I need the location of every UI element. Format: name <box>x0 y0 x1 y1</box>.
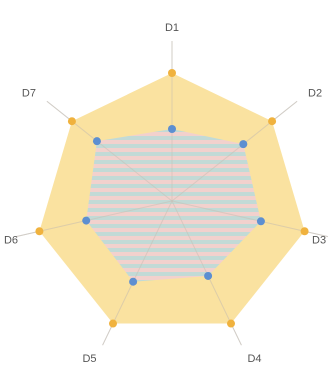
series-1-point-d2 <box>268 117 277 126</box>
series-2-point-d4 <box>204 271 213 280</box>
axis-spoke-overlay-d7 <box>46 100 173 202</box>
axis-label-d1: D1 <box>165 22 179 34</box>
series-2-point-d3 <box>256 217 265 226</box>
axis-label-d5: D5 <box>82 353 96 365</box>
axis-label-d2: D2 <box>308 88 322 100</box>
series-2-point-d5 <box>129 277 138 286</box>
series-1-point-d6 <box>35 227 44 236</box>
series-2-point-d6 <box>82 216 91 225</box>
series-1-point-d7 <box>67 117 76 126</box>
series-2-point-d1 <box>168 125 176 133</box>
radar-axis-labels: D1 D2 D3 D4 D5 D6 D7 <box>4 22 326 365</box>
axis-label-d7: D7 <box>22 88 36 100</box>
series-2-point-d2 <box>239 140 248 149</box>
series-1-point-d3 <box>300 227 309 236</box>
series-2-point-d7 <box>92 137 101 146</box>
axis-label-d6: D6 <box>4 235 18 247</box>
series-1-point-d4 <box>227 319 236 328</box>
axis-label-d4: D4 <box>247 353 261 365</box>
axis-spoke-overlay-d2 <box>171 100 298 202</box>
series-1-point-d1 <box>168 69 176 77</box>
radar-series <box>15 41 329 346</box>
axis-label-d3: D3 <box>312 235 326 247</box>
series-1-point-d5 <box>108 319 117 328</box>
